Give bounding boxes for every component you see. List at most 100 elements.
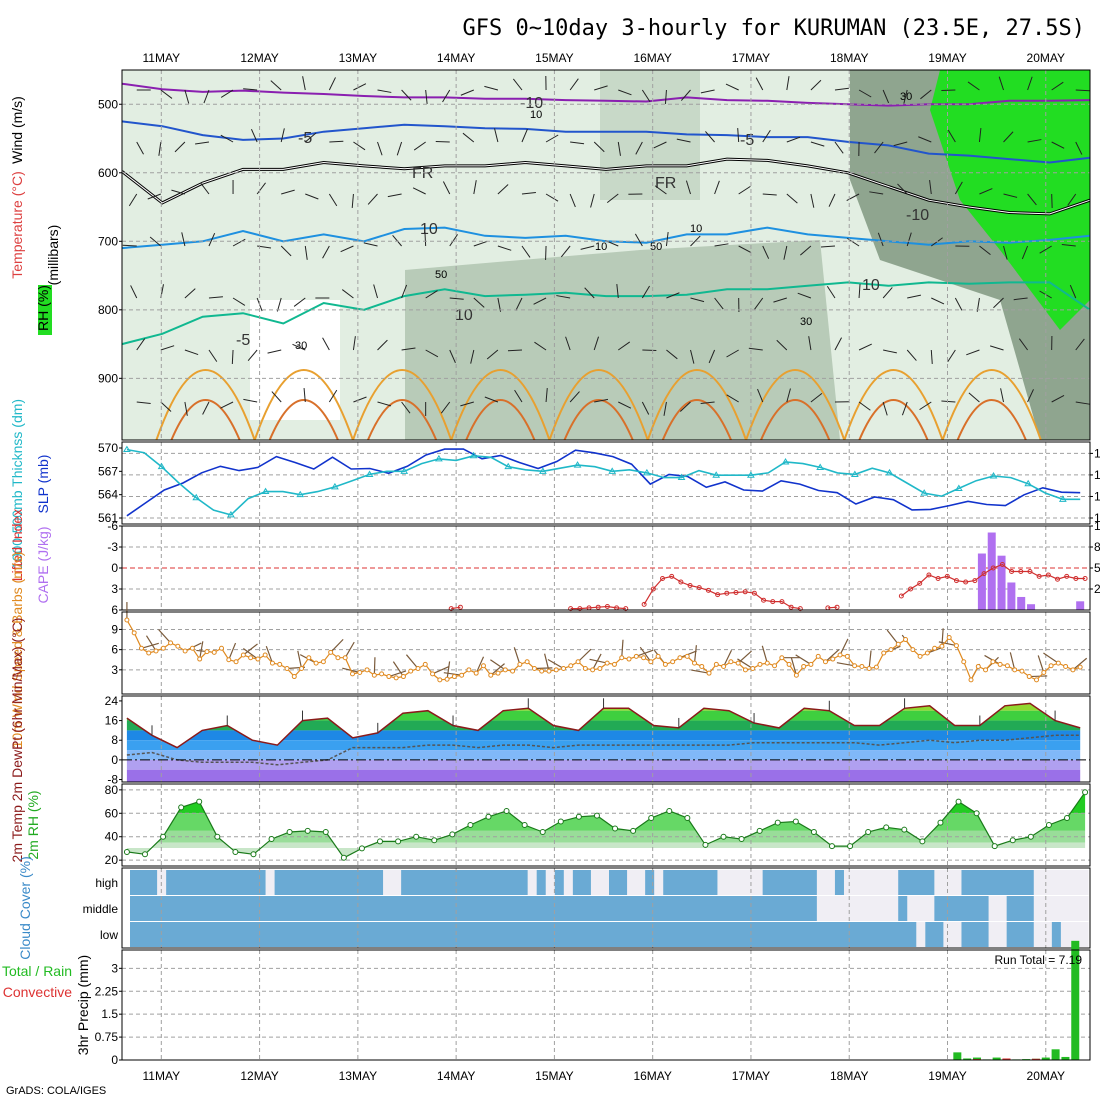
wind-speed-marker [706,670,712,676]
wind-speed-marker [822,659,828,665]
wind-barb [136,141,144,155]
wind-barb [1027,193,1037,206]
cloud-cell-low [807,922,818,947]
wind-speed-marker [313,660,319,666]
cloud-cell-middle [1051,896,1062,921]
cloud-cell-high [645,870,655,895]
cloud-cell-middle [690,896,700,921]
rh-marker [991,843,998,850]
wind-barb [512,78,523,91]
wind-barb [918,136,932,143]
cloud-cell-middle [464,896,474,921]
date-label-top: 15MAY [535,51,573,65]
cloud-cell-high [1033,870,1044,895]
cloud-cell-middle [672,896,682,921]
wind-speed-marker [393,675,399,681]
wind-barb [184,401,188,416]
wind-frame [121,611,1091,695]
wind-barb [351,193,354,208]
wind-barb [653,141,667,149]
chart-title: GFS 0~10day 3-hourly for KURUMAN (23.5E,… [462,16,1085,41]
wind-speed-marker [219,645,225,651]
wind-barb [919,401,932,411]
wind-barb [243,88,258,91]
wind-barb [203,89,210,104]
rh-marker [774,819,781,826]
wind-barb [136,338,146,351]
surface-wind-barb [886,629,899,645]
wind-speed-marker [859,663,865,669]
wind-barb [810,79,822,91]
thickness-marker [885,468,894,476]
cloud-cell-low [907,922,917,947]
isotherm-label: 10 [420,221,438,238]
cloud-cell-high [889,870,899,895]
isotherm-line-inner [121,158,1091,215]
cloud-cell-low [473,922,483,947]
wind-speed-marker [131,630,137,636]
cloud-cell-middle [970,896,981,921]
wind-speed-marker [655,653,661,659]
profile-frame [121,69,1091,441]
wind-barb [882,287,893,299]
precip-legend-convective: Convective [3,984,72,1000]
wind-speed-marker [590,667,596,673]
rh-marker [467,822,474,828]
wind-speed-marker [138,645,144,651]
rh-marker [449,831,456,838]
surface-wind-barb [490,659,506,671]
thickness-tick-label: 570 [98,441,118,455]
wind-barb [328,77,336,91]
wind-barb [930,237,943,247]
wind-barb [947,349,956,363]
cloud-cell-middle [428,896,438,921]
rh-marker [178,804,185,811]
cloud-cell-middle [843,896,854,921]
wind-speed-marker [975,663,981,669]
cloud-cell-middle [500,896,511,921]
temp-band [126,710,1081,721]
cloud-cell-low [699,922,709,947]
wind-barb [293,297,306,307]
rh-marker [702,841,709,848]
cloud-cell-low [166,922,176,947]
wind-barb [353,396,367,403]
rh-frame [121,783,1091,867]
cloud-cell-high [509,870,520,895]
wind-barb [877,232,884,247]
cloud-level-label: low [100,928,118,942]
cloud-cell-high [816,870,827,895]
wind-speed-marker [1063,663,1069,669]
thickness-marker [1024,479,1033,487]
wind-barb [635,141,643,155]
cloud-cell-high [446,870,456,895]
thickness-tick-label: 564 [98,488,118,502]
thickness-marker [954,484,963,491]
wind-speed-marker [415,665,421,671]
thickness-marker [920,489,929,496]
wind-barb [534,341,547,351]
cloud-cell-middle [518,896,529,921]
cloud-cell-middle [889,896,899,921]
wind-barb [497,245,512,251]
lifted-index-marker [898,593,904,599]
surface-wind-barb [761,645,768,664]
temp-tick-label: 24 [105,694,119,708]
date-label-bottom: 18MAY [830,1069,868,1083]
surface-wind-barb [1029,675,1048,678]
wind-speed-marker [226,657,232,663]
cloud-cell-high [545,870,556,895]
wind-barb [392,234,402,247]
wind-speed-marker [924,650,930,656]
temp-tick-label: -8 [107,773,118,787]
wind-barb [882,89,890,104]
wind-barb [401,347,416,351]
wind-barb [1013,297,1028,301]
wind-barb [665,232,669,247]
rh-marker [1009,837,1016,844]
cape-tick-label: 29 [1094,582,1100,596]
wind-barb [594,398,609,403]
wind-barb [329,140,344,143]
rh-marker [214,833,221,840]
cloud-cell-low [1024,922,1035,947]
